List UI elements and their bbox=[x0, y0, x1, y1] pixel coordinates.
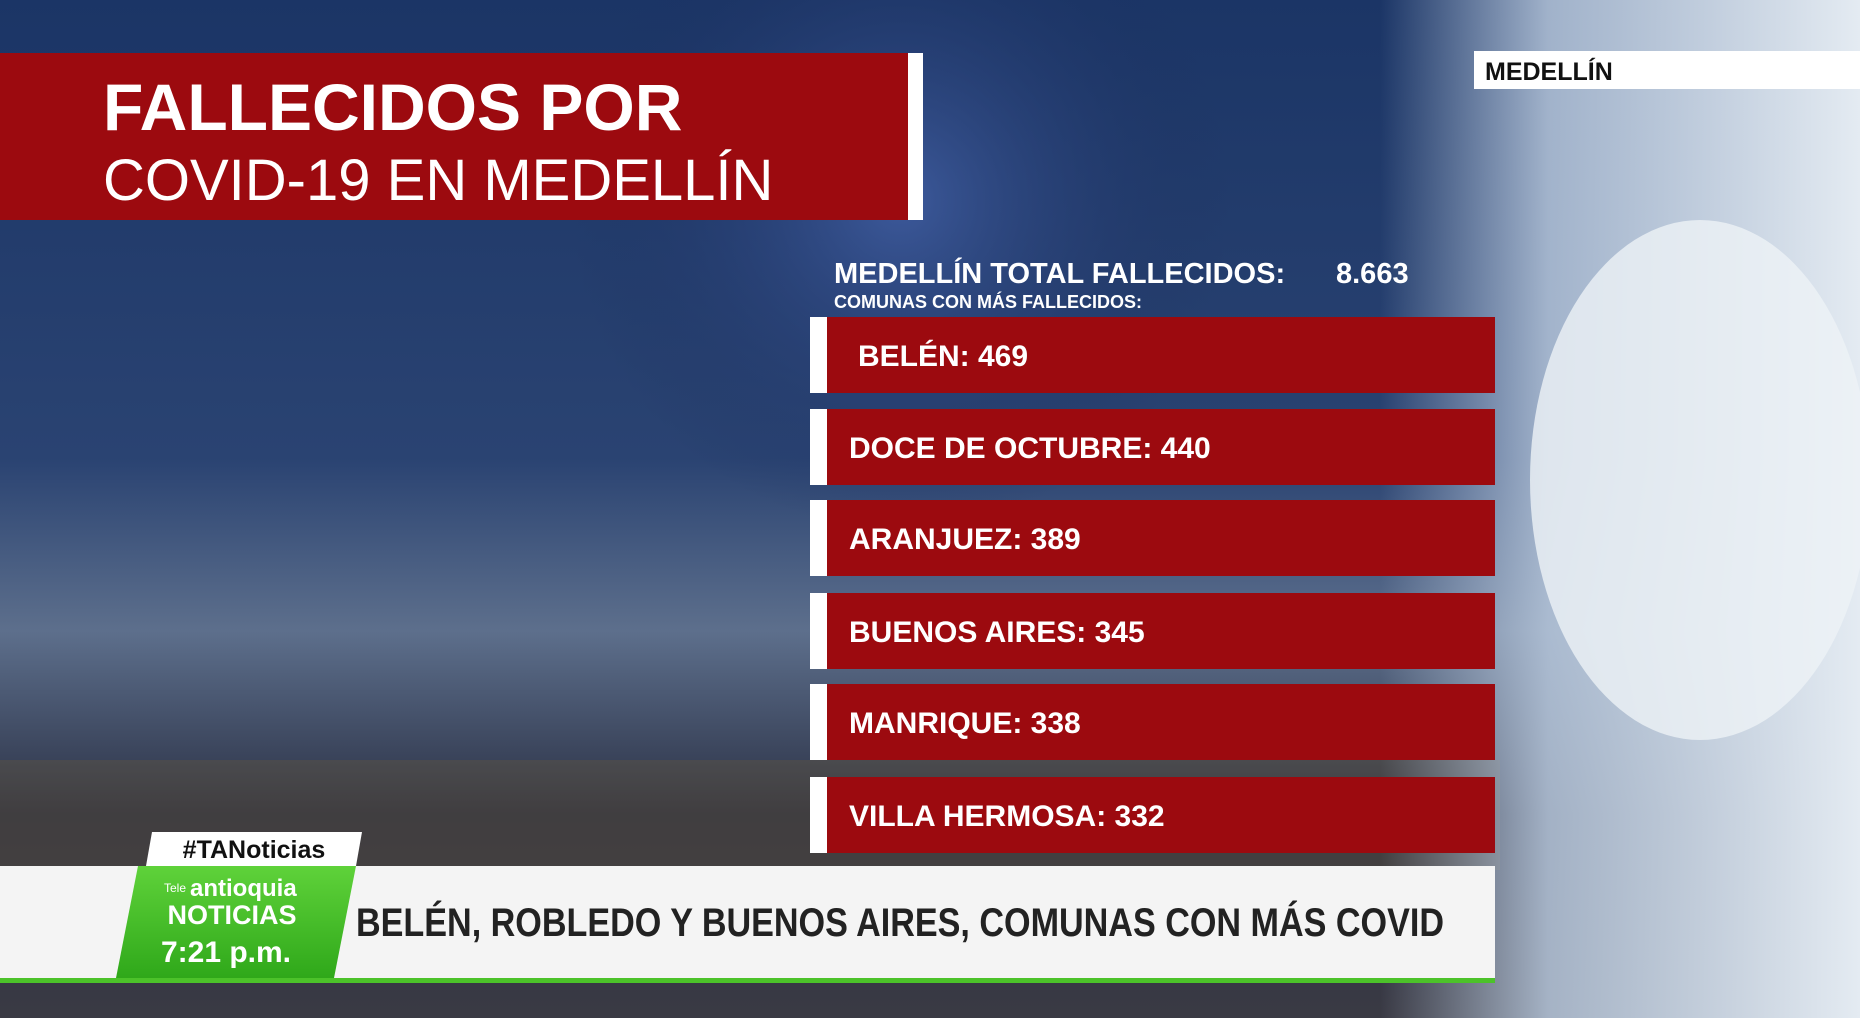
list-item-label: DOCE DE OCTUBRE: 440 bbox=[849, 432, 1211, 465]
logo-prefix: Tele bbox=[164, 881, 186, 895]
list-item bbox=[827, 593, 1495, 669]
list-item-stripe bbox=[810, 409, 827, 485]
title: FALLECIDOS POR bbox=[103, 70, 682, 144]
logo-brand: antioquia bbox=[190, 875, 297, 902]
list-item bbox=[827, 777, 1495, 853]
hashtag: #TANoticias bbox=[183, 836, 326, 864]
list-item-label: BELÉN: 469 bbox=[858, 339, 1028, 373]
list-item-label: MANRIQUE: 338 bbox=[849, 707, 1081, 740]
list-item bbox=[827, 317, 1495, 393]
title-accent bbox=[908, 53, 923, 220]
list-item-stripe bbox=[810, 593, 827, 669]
time: 7:21 p.m. bbox=[161, 936, 291, 969]
list-item-label: BUENOS AIRES: 345 bbox=[849, 616, 1145, 649]
list-item-stripe bbox=[810, 317, 827, 393]
ticker-line bbox=[0, 978, 1495, 983]
headline: BELÉN, ROBLEDO Y BUENOS AIRES, COMUNAS C… bbox=[356, 900, 1444, 945]
list: BELÉN: 469 DOCE DE OCTUBRE: 440 ARANJUEZ: … bbox=[810, 317, 1495, 853]
total-value: 8.663 bbox=[1336, 258, 1409, 290]
subtitle: COVID-19 EN MEDELLÍN bbox=[103, 148, 773, 213]
logo-box bbox=[116, 866, 356, 978]
mask bbox=[1530, 220, 1860, 740]
list-item bbox=[827, 500, 1495, 576]
list-item bbox=[827, 684, 1495, 760]
list-item-stripe bbox=[810, 500, 827, 576]
location-tag bbox=[1474, 51, 1860, 89]
list-item bbox=[827, 409, 1495, 485]
location: MEDELLÍN bbox=[1485, 57, 1613, 86]
list-item-label: ARANJUEZ: 389 bbox=[849, 523, 1081, 556]
title-box bbox=[0, 53, 908, 220]
list-item-stripe bbox=[810, 684, 827, 760]
list-item-stripe bbox=[810, 777, 827, 853]
logo-name: NOTICIAS bbox=[167, 900, 296, 930]
list-subtitle: COMUNAS CON MÁS FALLECIDOS: bbox=[834, 291, 1142, 312]
hashtag-box bbox=[146, 832, 362, 866]
list-item-label: VILLA HERMOSA: 332 bbox=[849, 800, 1165, 833]
total-label: MEDELLÍN TOTAL FALLECIDOS: bbox=[834, 256, 1285, 290]
